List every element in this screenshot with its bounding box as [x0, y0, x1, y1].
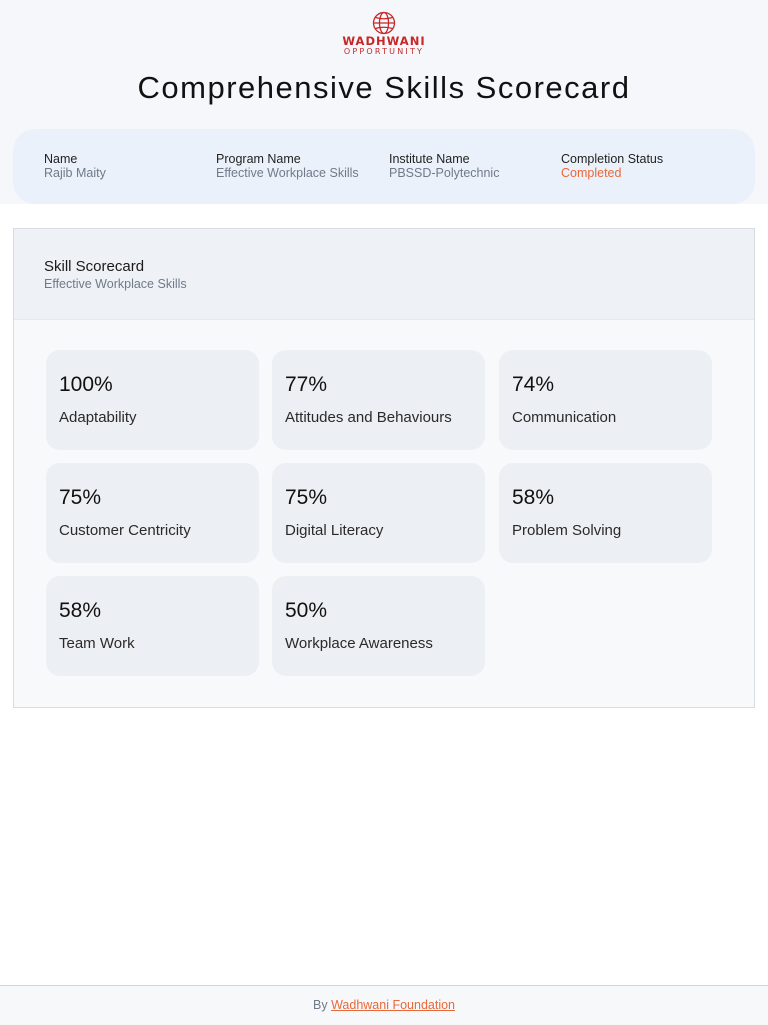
- name-value: Rajib Maity: [44, 166, 106, 180]
- skill-tile: 74% Communication: [499, 350, 712, 450]
- profile-program: Program Name Effective Workplace Skills: [216, 152, 359, 180]
- footer-prefix: By: [313, 998, 328, 1012]
- skill-name: Communication: [512, 409, 617, 426]
- status-label: Completion Status: [561, 152, 664, 166]
- skill-percent: 77%: [285, 373, 328, 396]
- skill-name: Workplace Awareness: [285, 635, 433, 652]
- page-title: Comprehensive Skills Scorecard: [137, 70, 631, 105]
- program-value: Effective Workplace Skills: [216, 166, 359, 180]
- skill-name: Problem Solving: [512, 522, 622, 539]
- skill-name: Team Work: [59, 635, 135, 652]
- wadhwani-logo: WADHWANI OPPORTUNITY: [331, 11, 437, 61]
- header-section: WADHWANI OPPORTUNITY Comprehensive Skill…: [0, 0, 768, 204]
- skill-tile: 58% Team Work: [46, 576, 259, 676]
- scorecard-subtitle: Effective Workplace Skills: [44, 277, 187, 291]
- profile-card: Name Rajib Maity Program Name Effective …: [13, 129, 755, 204]
- logo-tagline: OPPORTUNITY: [343, 47, 425, 56]
- scorecard-header: Skill Scorecard Effective Workplace Skil…: [14, 229, 754, 320]
- skill-percent: 58%: [59, 599, 102, 622]
- institute-label: Institute Name: [389, 152, 470, 166]
- name-label: Name: [44, 152, 78, 166]
- wadhwani-foundation-link[interactable]: Wadhwani Foundation: [331, 998, 455, 1012]
- profile-name: Name Rajib Maity: [44, 152, 106, 180]
- skill-percent: 74%: [512, 373, 555, 396]
- skill-percent: 100%: [59, 373, 113, 396]
- profile-status: Completion Status Completed: [561, 152, 663, 180]
- skill-tile: 75% Customer Centricity: [46, 463, 259, 563]
- skill-percent: 50%: [285, 599, 328, 622]
- profile-institute: Institute Name PBSSD-Polytechnic: [389, 152, 499, 180]
- skill-name: Attitudes and Behaviours: [285, 409, 452, 426]
- status-value: Completed: [561, 166, 622, 180]
- skill-percent: 75%: [59, 486, 102, 509]
- scorecard-title: Skill Scorecard: [44, 258, 145, 275]
- skill-name: Customer Centricity: [59, 522, 191, 539]
- skill-tile: 100% Adaptability: [46, 350, 259, 450]
- institute-value: PBSSD-Polytechnic: [389, 166, 500, 180]
- skill-scorecard-panel: Skill Scorecard Effective Workplace Skil…: [13, 228, 755, 708]
- skill-tile: 50% Workplace Awareness: [272, 576, 485, 676]
- skill-percent: 75%: [285, 486, 328, 509]
- skill-tile: 77% Attitudes and Behaviours: [272, 350, 485, 450]
- program-label: Program Name: [216, 152, 301, 166]
- skill-percent: 58%: [512, 486, 555, 509]
- globe-icon: [372, 11, 396, 35]
- skill-name: Digital Literacy: [285, 522, 384, 539]
- skill-name: Adaptability: [59, 409, 137, 426]
- skill-tile: 75% Digital Literacy: [272, 463, 485, 563]
- logo-wordmark: WADHWANI: [342, 34, 426, 48]
- skill-tile: 58% Problem Solving: [499, 463, 712, 563]
- footer: By Wadhwani Foundation: [0, 985, 768, 1025]
